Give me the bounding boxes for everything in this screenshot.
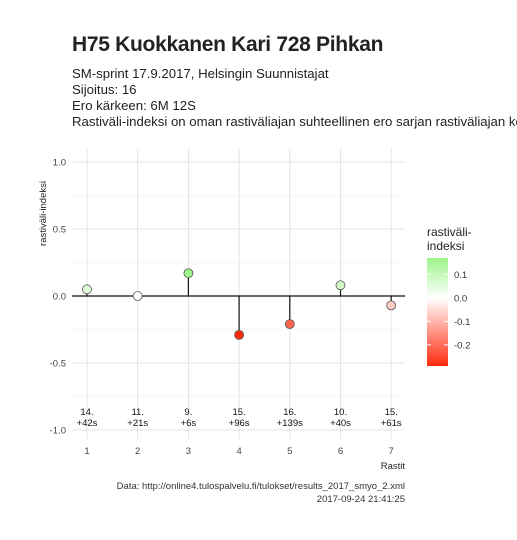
data-point: [132, 291, 143, 301]
point-label-rank: 9.: [184, 407, 192, 418]
chart-title: H75 Kuokkanen Kari 728 Pihkan: [72, 33, 384, 56]
x-tick-label: 2: [135, 446, 140, 457]
y-tick-label: 1.0: [53, 158, 66, 169]
subtitle-line-1: SM-sprint 17.9.2017, Helsingin Suunnista…: [72, 66, 329, 81]
x-tick-label: 6: [338, 446, 343, 457]
subtitle-line-2: Sijoitus: 16: [72, 82, 137, 97]
point-label-time: +6s: [181, 418, 197, 429]
legend-title-line-1: rastiväli-: [427, 225, 472, 239]
x-tick-label: 7: [389, 446, 394, 457]
point-label-rank: 14.: [80, 407, 93, 418]
point-label-rank: 11.: [131, 407, 144, 418]
data-point: [82, 284, 92, 295]
subtitle-line-4: Rastiväli-indeksi on oman rastiväliajan …: [72, 114, 517, 129]
x-tick-label: 5: [287, 446, 292, 457]
x-tick-label: 3: [186, 446, 191, 457]
point-label-rank: 15.: [232, 407, 245, 418]
point-label-time: +61s: [381, 418, 402, 429]
point-label-time: +40s: [330, 418, 351, 429]
timestamp-caption: 2017-09-24 21:41:25: [316, 494, 405, 505]
data-point: [183, 268, 194, 279]
point-label-rank: 15.: [385, 407, 398, 418]
legend-color-bar: [427, 258, 448, 366]
point-label-time: +139s: [277, 418, 303, 429]
data-point: [234, 329, 245, 340]
legend-tick-label: -0.2: [454, 340, 470, 351]
point-label-time: +21s: [127, 418, 148, 429]
subtitle-line-3: Ero kärkeen: 6M 12S: [72, 98, 196, 113]
point-label-rank: 16.: [283, 407, 296, 418]
data-point: [284, 319, 295, 330]
data-source-caption: Data: http://online4.tulospalvelu.fi/tul…: [116, 481, 405, 492]
legend-tick-label: 0.1: [454, 270, 467, 281]
x-axis-title: Rastit: [381, 461, 406, 472]
data-point: [335, 280, 346, 291]
y-tick-label: 0.0: [53, 292, 66, 303]
point-label-time: +42s: [77, 418, 98, 429]
x-tick-label: 1: [84, 446, 89, 457]
legend-tick-label: 0.0: [454, 293, 467, 304]
y-axis-title: rastiväli-indeksi: [38, 181, 49, 246]
y-tick-label: -0.5: [50, 359, 66, 370]
data-point: [386, 300, 397, 311]
legend-tick-label: -0.1: [454, 317, 470, 328]
point-label-time: +96s: [229, 418, 250, 429]
legend-title-line-2: indeksi: [427, 239, 464, 253]
y-tick-label: -1.0: [50, 426, 66, 437]
x-tick-label: 4: [236, 446, 241, 457]
point-label-rank: 10.: [334, 407, 347, 418]
y-tick-label: 0.5: [53, 225, 66, 236]
